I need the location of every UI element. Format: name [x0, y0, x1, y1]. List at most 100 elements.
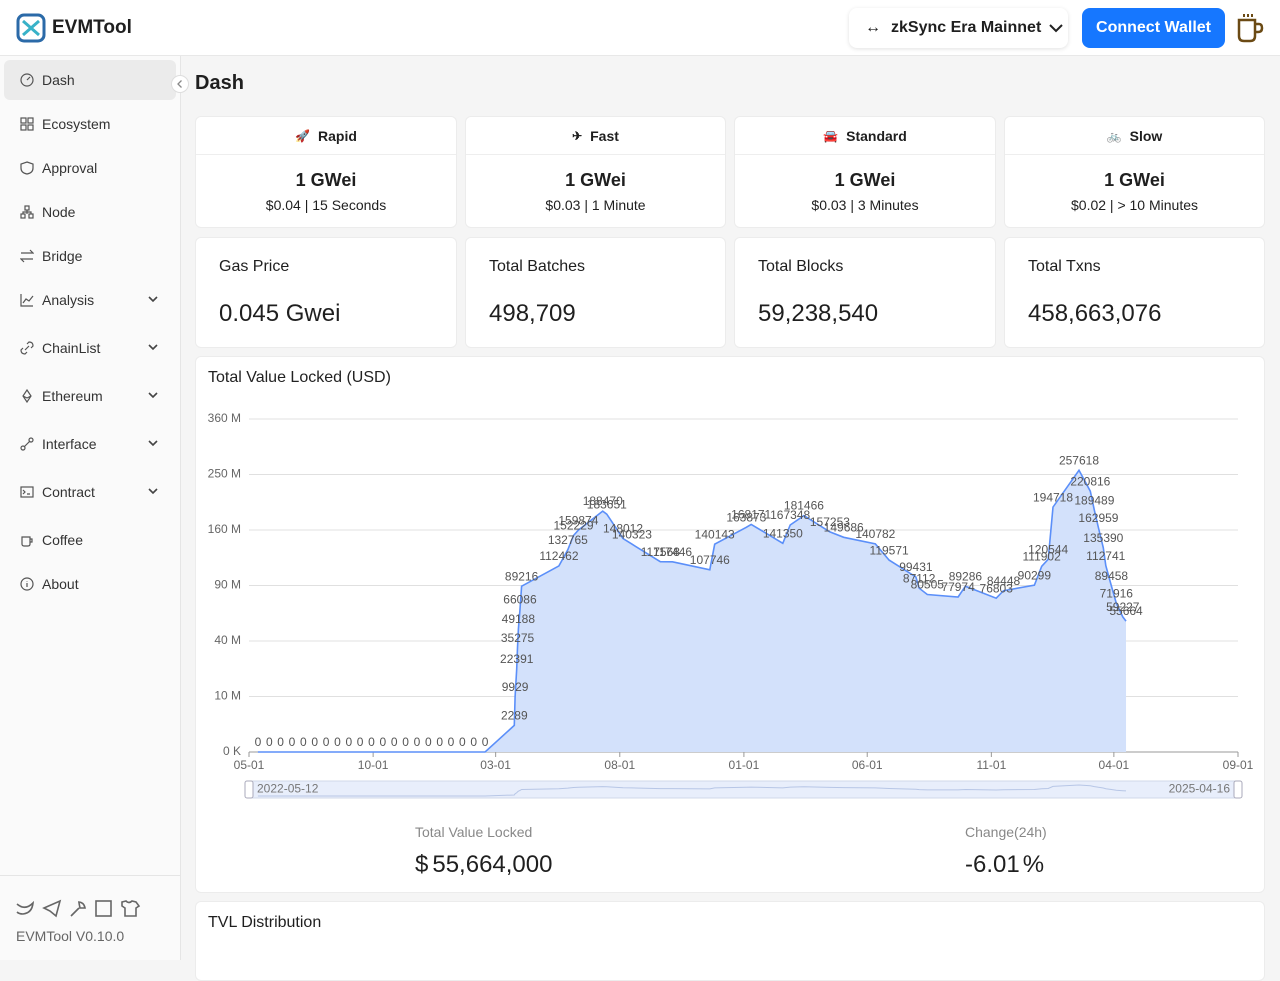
data-label: 87112	[903, 571, 936, 585]
nav-item[interactable]: Contract	[4, 472, 176, 512]
data-label: 59227	[1106, 600, 1140, 614]
nav-item[interactable]: Bridge	[4, 236, 176, 276]
data-label: 0	[368, 735, 375, 749]
gas-icon: ✈	[572, 128, 583, 143]
data-label: 66086	[503, 592, 537, 606]
data-label: 0	[357, 735, 364, 749]
nav-label: About	[42, 576, 79, 592]
data-label: 0	[482, 735, 489, 749]
data-label: 135390	[1083, 531, 1123, 545]
gas-card-header: 🚲 Slow	[1005, 117, 1264, 155]
data-label: 2289	[501, 709, 528, 723]
area-fill	[257, 470, 1127, 752]
chart-title: Total Value Locked (USD)	[208, 369, 391, 386]
data-label: 35275	[501, 631, 535, 645]
data-label: 117446	[653, 545, 692, 559]
range-start-label: 2022-05-12	[257, 782, 319, 796]
nav-icon	[20, 341, 34, 355]
data-label: 257618	[1059, 453, 1099, 467]
gas-tier-name: Slow	[1129, 127, 1163, 144]
nav-item[interactable]: Coffee	[4, 520, 176, 560]
nav-icon	[20, 577, 34, 591]
x-tick-label: 03-01	[480, 758, 511, 772]
nav-item[interactable]: Dash	[4, 60, 176, 100]
stat-label: Total Txns	[1028, 258, 1101, 275]
nav-item[interactable]: About	[4, 564, 176, 604]
y-tick-label: 40 M	[214, 633, 241, 647]
expand-chevron	[148, 488, 158, 495]
data-label: 157253	[810, 515, 850, 529]
data-label: 0	[459, 735, 466, 749]
nav-icon	[22, 389, 32, 403]
y-tick-label: 250 M	[208, 467, 241, 481]
gas-tier-name: Rapid	[318, 127, 357, 144]
tvl-label: Total Value Locked	[415, 824, 533, 840]
x-tick-label: 09-01	[1223, 758, 1254, 772]
change-amount: -6.01	[965, 851, 1020, 878]
nav-item[interactable]: Approval	[4, 148, 176, 188]
collapse-toggle[interactable]	[171, 75, 189, 93]
distribution-title: TVL Distribution	[208, 914, 322, 931]
gas-detail: $0.04 | 15 Seconds	[265, 197, 387, 213]
data-label: 0	[425, 735, 432, 749]
tvl-card: Total Value Locked (USD) 0 K 10 M 40 M 90 M…	[195, 356, 1265, 893]
data-label: 90299	[1018, 568, 1052, 582]
nav-item[interactable]: Node	[4, 192, 176, 232]
connect-wallet-button[interactable]: Connect Wallet	[1082, 8, 1225, 48]
slider-handle	[1233, 780, 1243, 799]
data-label: 0	[380, 735, 387, 749]
data-label: 111902	[1023, 550, 1062, 564]
network-select[interactable]: ↔ zkSync Era Mainnet	[849, 8, 1068, 48]
range-slider	[248, 780, 1239, 799]
data-label: 120544	[1028, 542, 1068, 556]
data-label: 0	[323, 735, 330, 749]
data-label: 0	[311, 735, 318, 749]
gas-card: 🚘 Standard 1 GWei $0.03 | 3 Minutes	[734, 116, 996, 228]
data-label: 84448	[987, 574, 1021, 588]
nav-icon	[20, 437, 34, 451]
expand-chevron	[148, 344, 158, 351]
coffee-icon[interactable]	[1236, 12, 1264, 44]
stat-value: 0.045 Gwei	[219, 300, 341, 327]
y-tick-label: 160 M	[208, 522, 241, 536]
stat-value: 458,663,076	[1028, 300, 1162, 327]
data-label: 140782	[855, 527, 895, 541]
data-label: 152229	[554, 519, 594, 533]
data-label: 107746	[690, 553, 730, 567]
y-tick-label: 10 M	[214, 689, 241, 703]
y-tick-label: 360 M	[208, 411, 241, 425]
tvl-prefix: $	[415, 851, 429, 878]
nav-label: Bridge	[42, 248, 83, 264]
nav-item[interactable]: Ecosystem	[4, 104, 176, 144]
stat-label: Total Blocks	[758, 258, 844, 275]
nav-icon	[20, 161, 34, 175]
nav-label: Dash	[42, 72, 75, 88]
nav-item[interactable]: Ethereum	[4, 376, 176, 416]
data-label: 119571	[870, 543, 909, 557]
nav-label: ChainList	[42, 340, 101, 356]
data-label: 0	[266, 735, 273, 749]
gas-card: ✈ Fast 1 GWei $0.03 | 1 Minute	[465, 116, 726, 228]
data-label: 181466	[784, 499, 824, 513]
nav-item[interactable]: Interface	[4, 424, 176, 464]
gas-card: 🚀 Rapid 1 GWei $0.04 | 15 Seconds	[195, 116, 457, 228]
nav-item[interactable]: ChainList	[4, 328, 176, 368]
gas-price: 1 GWei	[834, 170, 896, 190]
data-label: 0	[391, 735, 398, 749]
gas-card-header: ✈ Fast	[466, 117, 725, 155]
nav-icon	[20, 73, 34, 87]
nav-item[interactable]: Analysis	[4, 280, 176, 320]
network-name: zkSync Era Mainnet	[891, 19, 1042, 36]
data-label: 148012	[603, 522, 643, 536]
data-label: 220816	[1070, 474, 1110, 488]
data-label: 0	[448, 735, 455, 749]
sidebar-divider	[0, 875, 180, 876]
stat-value: 498,709	[489, 300, 576, 327]
data-label: 71916	[1100, 586, 1134, 600]
version: EVMTool V0.10.0	[16, 928, 125, 944]
stat-label: Gas Price	[219, 258, 290, 275]
top-bar: EVMTool ↔ zkSync Era Mainnet Connect Wall…	[0, 0, 1280, 56]
gas-icon: 🚘	[823, 128, 839, 143]
change-value: -6.01%	[965, 851, 1044, 879]
data-label: 0	[402, 735, 409, 749]
